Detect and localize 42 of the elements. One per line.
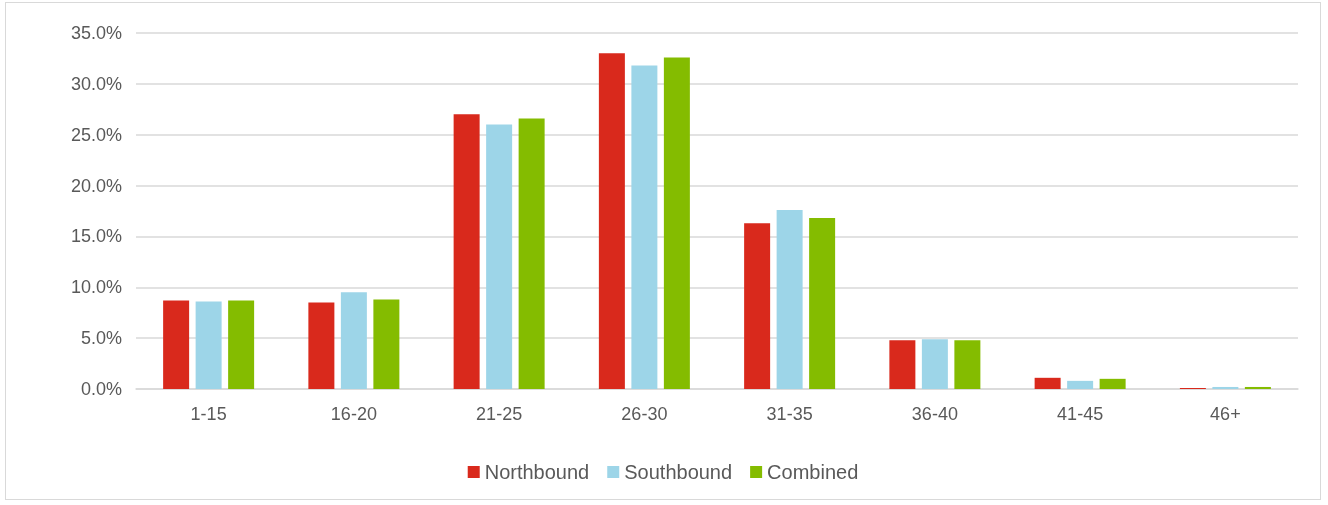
bar: [373, 299, 400, 389]
y-tick-label: 30.0%: [70, 73, 122, 94]
bar: [631, 65, 658, 389]
bar: [1099, 378, 1126, 389]
x-tick-label: 41-45: [1057, 404, 1104, 424]
bar: [889, 340, 916, 389]
y-tick-label: 35.0%: [70, 23, 122, 43]
bar: [954, 340, 981, 389]
bar: [663, 57, 690, 389]
bar: [1034, 377, 1061, 389]
x-tick-label: 1-15: [190, 404, 227, 424]
y-tick-label: 15.0%: [70, 226, 122, 247]
y-tick-label: 20.0%: [70, 175, 122, 196]
legend-label: Combined: [767, 461, 859, 483]
x-tick-label: 21-25: [476, 404, 523, 424]
bar: [486, 124, 513, 389]
bar: [195, 301, 222, 389]
bar: [453, 114, 480, 389]
x-tick-label: 46+: [1210, 404, 1241, 424]
bar: [308, 302, 335, 389]
bar: [744, 223, 771, 389]
bar: [598, 53, 625, 389]
bar: [228, 300, 255, 389]
x-tick-label: 16-20: [330, 404, 377, 424]
x-tick-label: 36-40: [911, 404, 958, 424]
legend-label: Northbound: [484, 461, 590, 483]
bar: [921, 339, 948, 389]
bar: [340, 292, 367, 389]
y-tick-label: 10.0%: [70, 277, 122, 298]
x-tick-label: 26-30: [621, 404, 668, 424]
y-tick-label: 0.0%: [80, 379, 122, 399]
x-tick-label: 31-35: [766, 404, 813, 424]
bar: [809, 218, 836, 389]
bar: [776, 209, 803, 389]
bar: [1244, 386, 1271, 389]
bar: [1212, 386, 1239, 389]
legend-label: Southbound: [624, 461, 733, 483]
bar: [1067, 380, 1094, 389]
y-tick-label: 5.0%: [80, 328, 122, 349]
bar: [163, 300, 190, 389]
y-tick-label: 25.0%: [70, 124, 122, 145]
bar: [518, 118, 545, 389]
